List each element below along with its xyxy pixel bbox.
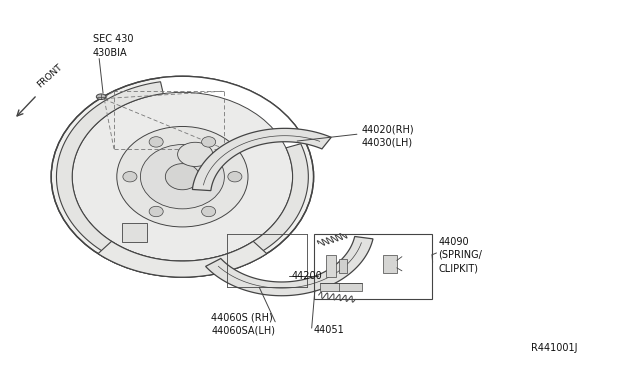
Ellipse shape	[97, 94, 106, 100]
Ellipse shape	[51, 76, 314, 277]
Ellipse shape	[178, 142, 212, 167]
Ellipse shape	[149, 206, 163, 217]
Ellipse shape	[72, 92, 292, 261]
Ellipse shape	[140, 145, 225, 209]
FancyBboxPatch shape	[383, 255, 397, 273]
Polygon shape	[98, 241, 267, 277]
FancyBboxPatch shape	[122, 223, 147, 242]
Polygon shape	[159, 76, 306, 148]
Text: R441001J: R441001J	[531, 343, 578, 353]
Text: SEC 430
430BIA: SEC 430 430BIA	[93, 35, 133, 58]
FancyBboxPatch shape	[326, 255, 336, 277]
Ellipse shape	[116, 126, 248, 227]
Text: 44020(RH)
44030(LH): 44020(RH) 44030(LH)	[362, 124, 414, 147]
Ellipse shape	[202, 137, 216, 147]
Ellipse shape	[202, 206, 216, 217]
Text: 44200: 44200	[291, 271, 322, 281]
Text: 44051: 44051	[314, 326, 344, 335]
FancyBboxPatch shape	[339, 259, 347, 273]
Ellipse shape	[228, 171, 242, 182]
Polygon shape	[205, 237, 373, 296]
Text: FRONT: FRONT	[35, 62, 64, 89]
Ellipse shape	[149, 137, 163, 147]
FancyBboxPatch shape	[320, 283, 362, 291]
Polygon shape	[193, 128, 332, 190]
Polygon shape	[56, 82, 308, 273]
Text: 44060S (RH)
44060SA(LH): 44060S (RH) 44060SA(LH)	[211, 313, 275, 336]
Ellipse shape	[123, 171, 137, 182]
Ellipse shape	[165, 164, 200, 190]
Text: 44090
(SPRING/
CLIPKIT): 44090 (SPRING/ CLIPKIT)	[438, 237, 483, 273]
